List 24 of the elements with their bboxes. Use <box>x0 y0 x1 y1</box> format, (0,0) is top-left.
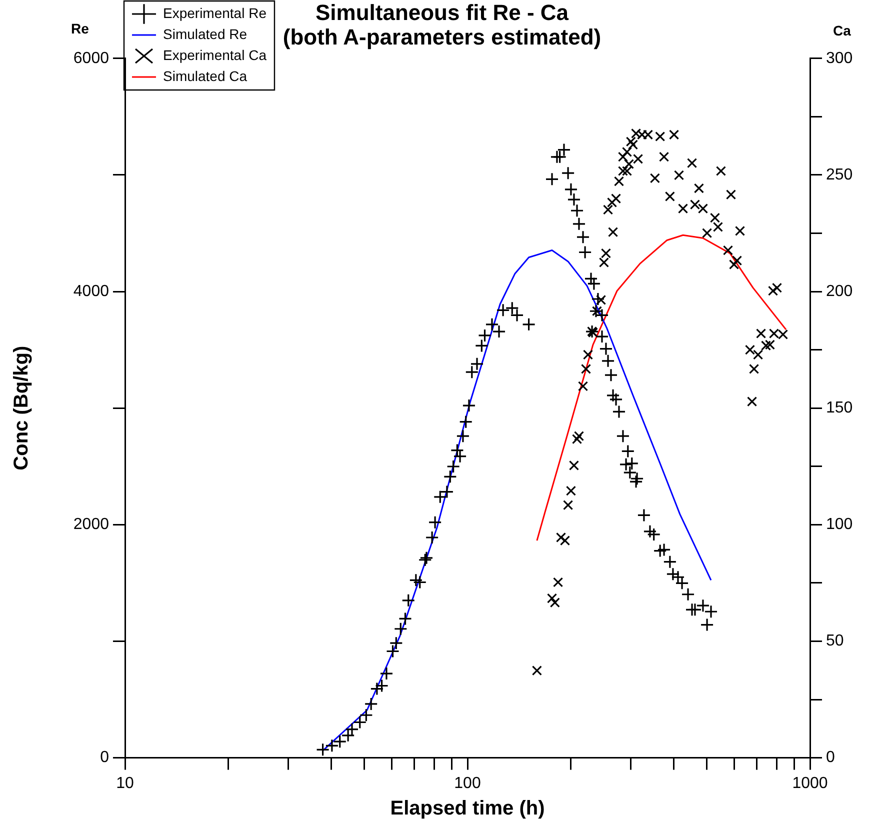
y2-tick-label: 50 <box>826 632 844 650</box>
y2-tick-label: 300 <box>826 50 853 67</box>
y2-tick-label: 0 <box>826 749 835 766</box>
text: Simultaneous fit Re - Ca <box>315 0 569 26</box>
y2-tick-label: 250 <box>826 166 853 184</box>
y2-tick-label: 200 <box>826 282 853 300</box>
y2-tick-label: 100 <box>826 516 853 534</box>
y2-axis-title: Ca <box>833 22 852 38</box>
legend-label: Experimental Ca <box>163 46 267 63</box>
y-axis-title: Conc (Bq/kg) <box>10 346 33 470</box>
y-tick-label: 6000 <box>73 50 110 67</box>
x-tick-label: 1000 <box>792 774 828 792</box>
y-tick-label: 4000 <box>73 282 110 300</box>
x-axis-title: Elapsed time (h) <box>390 798 545 820</box>
y-tick-label: 2000 <box>73 516 110 534</box>
text: (both A-parameters estimated) <box>282 24 602 50</box>
legend-label: Simulated Re <box>163 26 248 42</box>
y2-tick-label: 150 <box>826 400 853 417</box>
x-tick-label: 10 <box>116 774 134 792</box>
text: Re <box>71 20 90 36</box>
legend-label: Simulated Ca <box>163 68 248 84</box>
x-tick-label: 100 <box>454 774 481 792</box>
y-tick-label: 0 <box>100 749 110 766</box>
legend-label: Experimental Re <box>163 4 267 21</box>
